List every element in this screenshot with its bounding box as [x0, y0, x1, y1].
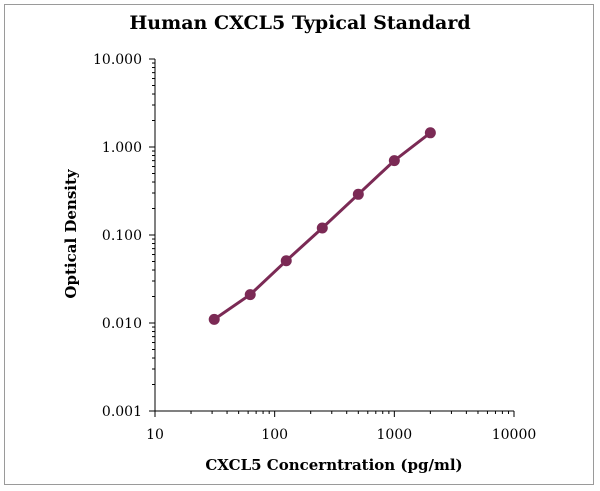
data-point: [388, 155, 400, 167]
x-tick-label: 10: [146, 427, 164, 443]
x-tick-label: 10000: [492, 427, 537, 443]
x-tick-label: 100: [261, 427, 288, 443]
data-point: [352, 188, 364, 200]
data-point: [280, 255, 292, 267]
x-axis-label: CXCL5 Concerntration (pg/ml): [205, 456, 462, 474]
y-axis-label: Optical Density: [62, 168, 80, 298]
ticks: [149, 58, 515, 417]
chart-title: Human CXCL5 Typical Standard: [129, 12, 470, 34]
y-tick-label: 0.001: [102, 404, 142, 420]
data-point: [424, 127, 436, 139]
y-tick-labels: 0.001 0.010 0.100 1.000 10.000: [93, 52, 142, 420]
data-point: [244, 289, 256, 301]
axes: [154, 59, 514, 412]
data-point: [316, 222, 328, 234]
data-point: [208, 313, 220, 325]
chart-frame: [4, 4, 594, 485]
data-points: [208, 127, 436, 325]
y-tick-label: 1.000: [102, 140, 142, 156]
y-tick-label: 0.010: [102, 316, 142, 332]
x-tick-label: 1000: [377, 427, 413, 443]
x-tick-labels: 10 100 1000 10000: [146, 427, 536, 443]
y-tick-label: 0.100: [102, 228, 142, 244]
y-tick-label: 10.000: [93, 52, 142, 68]
